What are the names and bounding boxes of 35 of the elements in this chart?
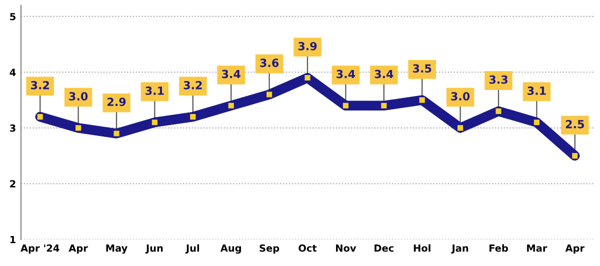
x-tick-label: Aug [220,244,241,254]
data-label: 3.4 [222,70,240,78]
data-label: 3.0 [69,92,88,101]
data-label: 2.9 [108,98,126,106]
data-label: 3.1 [528,86,546,95]
data-label: 3.4 [336,70,356,78]
data-label: 2.5 [566,120,584,128]
y-tick-label: 4 [10,68,16,76]
x-tick-label: May [106,244,128,254]
x-tick-label: Nov [336,244,356,252]
data-label: 3.5 [413,64,432,73]
data-label: 3.6 [260,58,279,68]
x-tick-label: Feb [489,244,508,252]
y-tick-label: 1 [10,236,16,244]
x-tick-label: Apr '24 [20,244,60,254]
data-label: 3.1 [146,86,164,95]
x-tick-label: Hol [414,244,430,252]
data-label: 3.2 [31,80,49,90]
x-tick-label: Oct [298,244,317,252]
data-label: 3.4 [374,70,394,78]
y-tick-label: 3 [10,124,16,132]
x-tick-label: Dec [374,244,394,252]
data-label: 3.0 [451,92,470,101]
x-tick-label: Apr [565,244,585,254]
x-tick-label: Jun [145,244,163,254]
x-tick-label: Jul [185,244,200,254]
x-tick-label: Jan [451,244,468,254]
y-tick-label: 5 [10,13,16,20]
x-tick-label: Apr [68,244,88,254]
x-tick-label: Sep [260,244,280,254]
data-label: 3.3 [489,75,508,84]
data-label: 3.2 [184,80,202,90]
y-tick-label: 2 [10,180,16,188]
x-tick-label: Mar [527,244,548,252]
data-label: 3.9 [298,42,317,50]
